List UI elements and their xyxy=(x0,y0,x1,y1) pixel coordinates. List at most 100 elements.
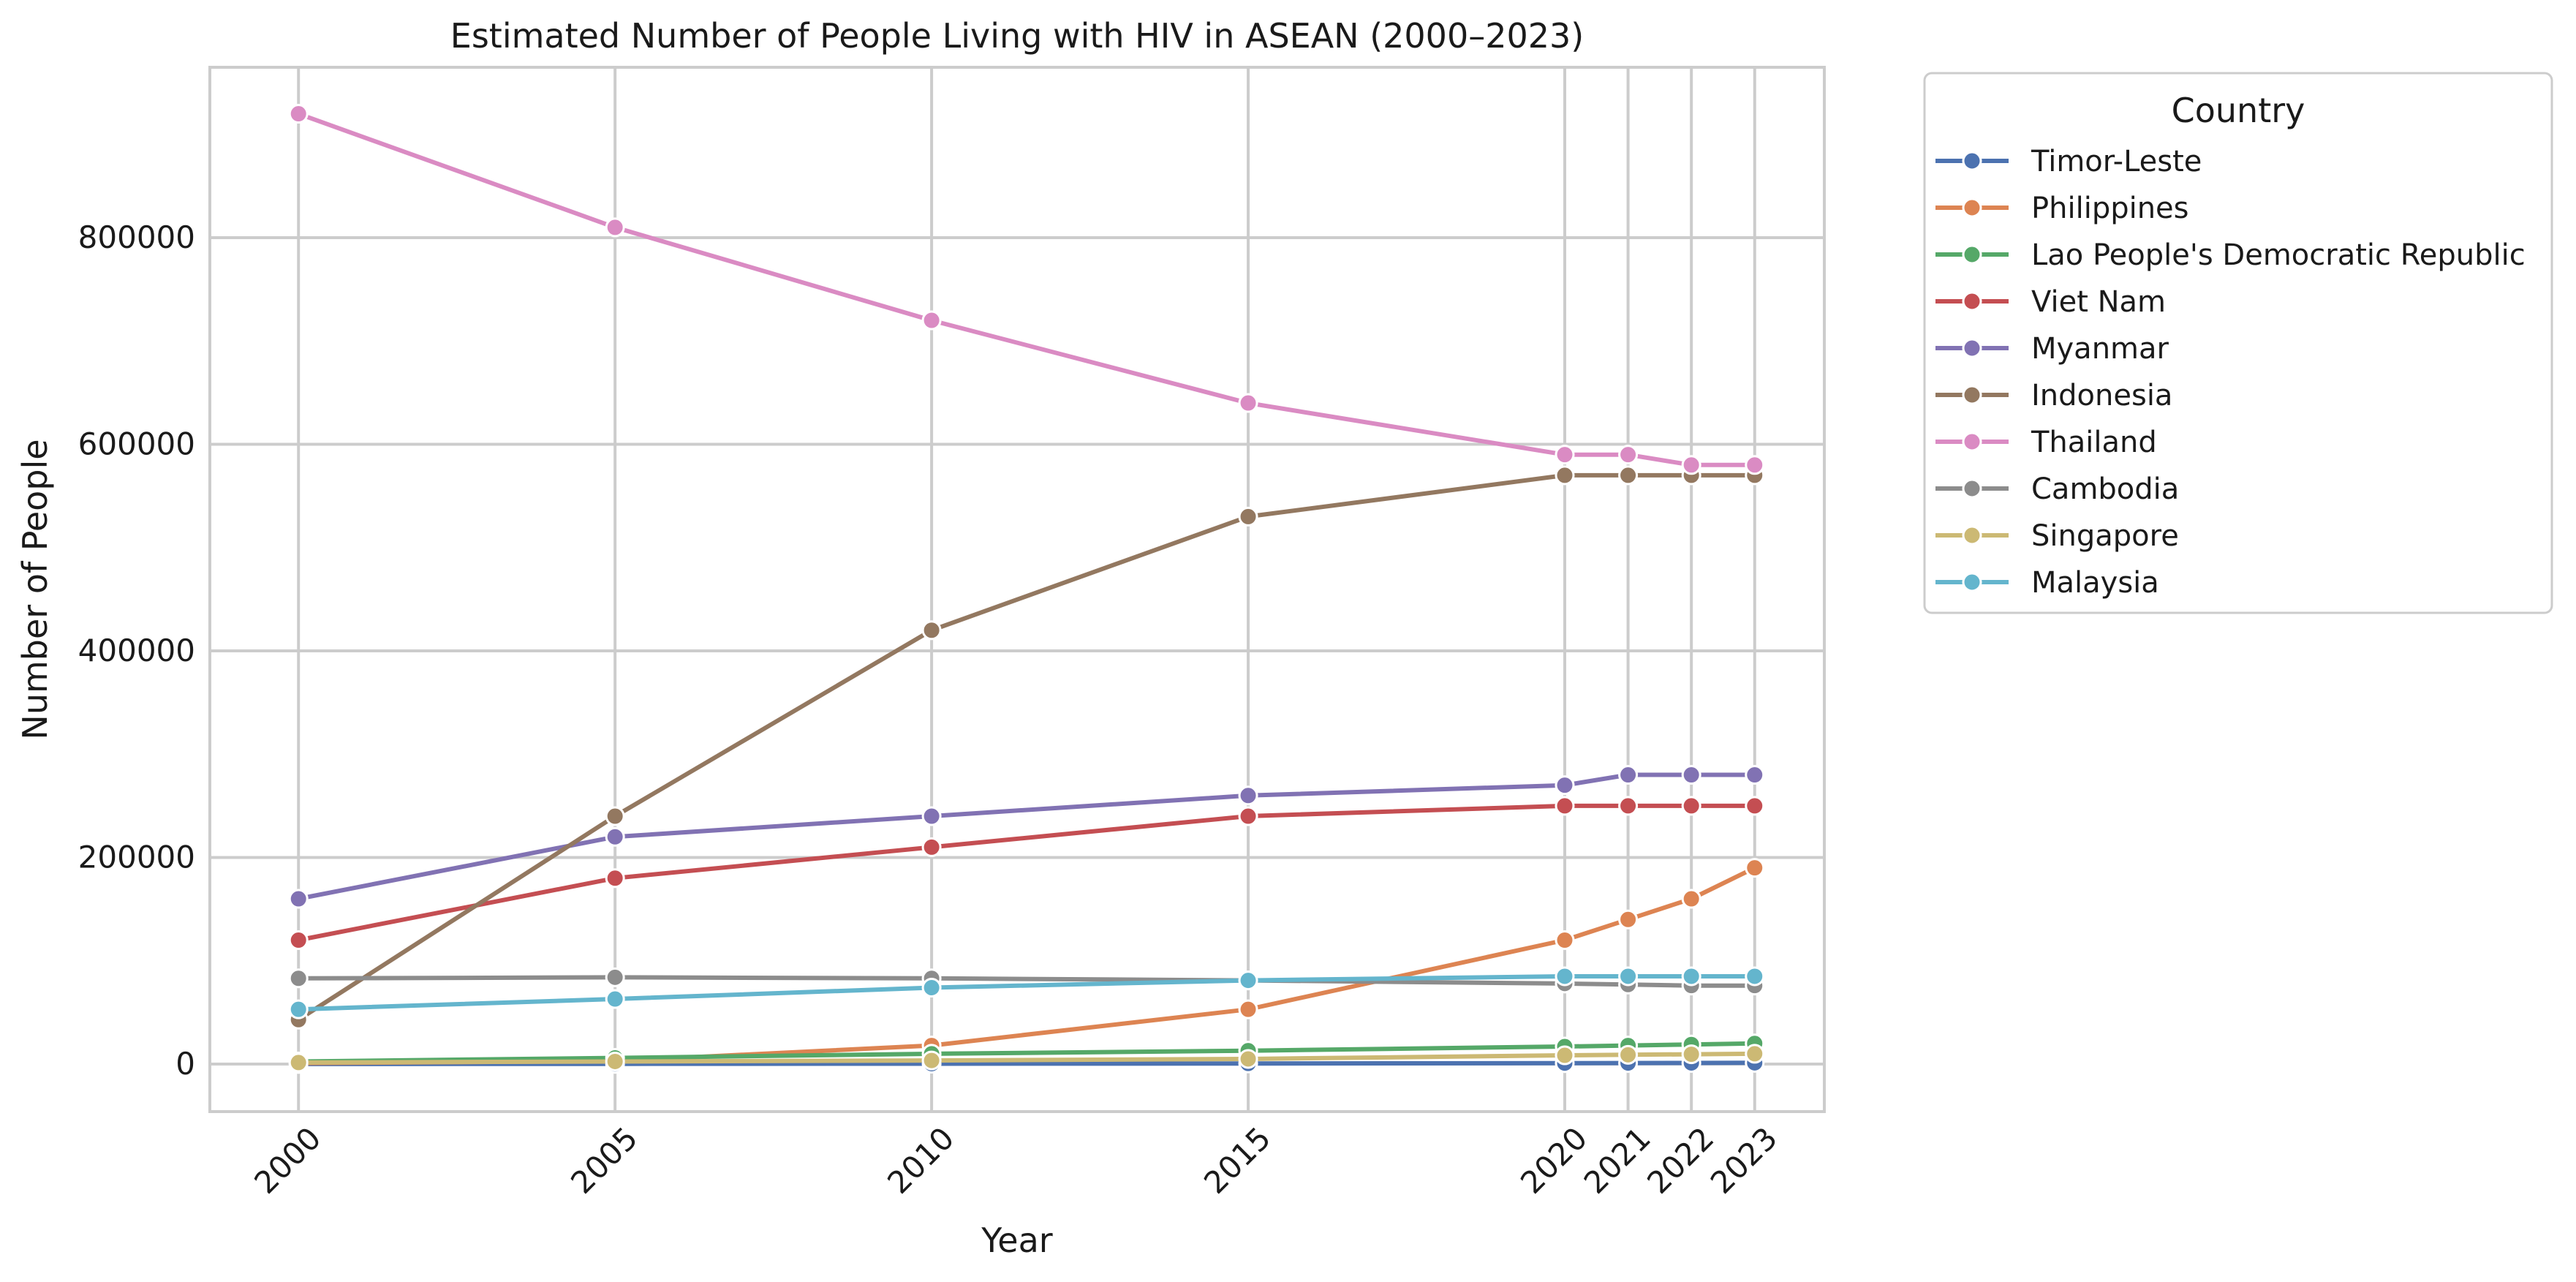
data-point xyxy=(1238,506,1258,527)
data-point xyxy=(1238,785,1258,806)
y-tick-label: 600000 xyxy=(78,426,195,462)
data-point xyxy=(605,1051,625,1071)
data-point xyxy=(288,968,309,989)
data-point xyxy=(921,1050,942,1071)
data-point xyxy=(288,889,309,909)
legend-item: Cambodia xyxy=(1935,472,2179,506)
data-point xyxy=(288,104,309,124)
data-point xyxy=(1238,970,1258,991)
data-point xyxy=(1555,775,1575,796)
data-point xyxy=(1555,966,1575,987)
legend-label: Thailand xyxy=(2031,426,2157,459)
data-point xyxy=(1238,999,1258,1019)
data-point xyxy=(288,930,309,951)
series-line xyxy=(296,1060,1757,1066)
data-point xyxy=(1745,858,1765,878)
data-point xyxy=(1618,966,1639,987)
legend-item: Viet Nam xyxy=(1935,285,2166,319)
y-tick-label: 0 xyxy=(175,1046,195,1082)
data-point xyxy=(1555,465,1575,486)
data-point xyxy=(921,837,942,857)
series-thailand xyxy=(288,104,1765,475)
series-line xyxy=(296,1051,1757,1065)
series-singapore xyxy=(288,1044,1765,1073)
data-point xyxy=(288,1052,309,1073)
y-tick-label: 400000 xyxy=(78,633,195,668)
data-point xyxy=(1238,1049,1258,1069)
data-point xyxy=(1618,765,1639,785)
data-point xyxy=(605,967,625,987)
data-point xyxy=(1618,909,1639,930)
legend-label: Viet Nam xyxy=(2031,285,2166,319)
data-point xyxy=(921,310,942,331)
series-viet-nam xyxy=(288,796,1765,951)
legend-marker xyxy=(1962,151,1982,171)
data-point xyxy=(1681,1044,1701,1065)
data-point xyxy=(921,806,942,826)
y-axis-label: Number of People xyxy=(15,439,55,739)
legend-marker xyxy=(1962,525,1982,546)
data-point xyxy=(1745,765,1765,785)
legend-item: Malaysia xyxy=(1935,566,2159,600)
series-line xyxy=(296,472,1757,1022)
data-point xyxy=(921,620,942,641)
legend-title: Country xyxy=(2172,91,2305,130)
series-line xyxy=(296,772,1757,901)
legend-label: Timor-Leste xyxy=(2031,145,2202,178)
legend-label: Indonesia xyxy=(2031,379,2172,412)
data-point xyxy=(1745,966,1765,987)
legend-item: Philippines xyxy=(1935,192,2189,225)
data-point xyxy=(1745,796,1765,816)
legend-label: Cambodia xyxy=(2031,472,2179,506)
data-point xyxy=(1681,966,1701,987)
series-layer xyxy=(288,104,1765,1074)
data-point xyxy=(1745,1044,1765,1064)
legend-marker xyxy=(1962,291,1982,312)
x-axis-label: Year xyxy=(981,1221,1052,1260)
series-line xyxy=(296,974,1757,1012)
data-point xyxy=(605,989,625,1009)
data-point xyxy=(605,806,625,826)
data-point xyxy=(1555,796,1575,816)
legend-label: Myanmar xyxy=(2031,332,2169,366)
legend-item: Lao People's Democratic Republic xyxy=(1935,238,2526,272)
legend-marker xyxy=(1962,431,1982,452)
data-point xyxy=(605,217,625,238)
series-myanmar xyxy=(288,765,1765,909)
legend-item: Thailand xyxy=(1935,426,2157,459)
series-indonesia xyxy=(288,465,1765,1030)
data-point xyxy=(921,978,942,998)
data-point xyxy=(1681,765,1701,785)
y-tick-label: 800000 xyxy=(78,219,195,255)
legend-box xyxy=(1923,72,2553,614)
series-line xyxy=(296,803,1757,943)
data-point xyxy=(605,826,625,847)
legend-label: Philippines xyxy=(2031,192,2189,225)
y-tick-label: 200000 xyxy=(78,840,195,875)
data-point xyxy=(1238,806,1258,826)
data-point xyxy=(1618,796,1639,816)
legend-marker xyxy=(1962,478,1982,499)
data-point xyxy=(1681,455,1701,475)
y-axis-ticks: 0 200000 400000 600000 800000 xyxy=(78,219,195,1082)
legend-items: Timor-Leste Philippines Lao People's Democ… xyxy=(1935,145,2526,600)
data-point xyxy=(1618,1044,1639,1065)
legend-marker xyxy=(1962,385,1982,405)
legend-marker xyxy=(1962,572,1982,592)
legend-marker xyxy=(1962,244,1982,265)
data-point xyxy=(1555,930,1575,951)
chart-title: Estimated Number of People Living with H… xyxy=(450,16,1584,56)
data-point xyxy=(1238,393,1258,413)
data-point xyxy=(605,868,625,889)
legend-item: Singapore xyxy=(1935,519,2179,553)
series-line xyxy=(296,111,1757,467)
plot-area-frame xyxy=(208,66,1826,1113)
legend-label: Malaysia xyxy=(2031,566,2159,600)
data-point xyxy=(1618,465,1639,486)
legend-marker xyxy=(1962,338,1982,358)
data-point xyxy=(1618,445,1639,465)
data-point xyxy=(1555,1045,1575,1066)
series-malaysia xyxy=(288,966,1765,1019)
data-point xyxy=(1745,455,1765,475)
